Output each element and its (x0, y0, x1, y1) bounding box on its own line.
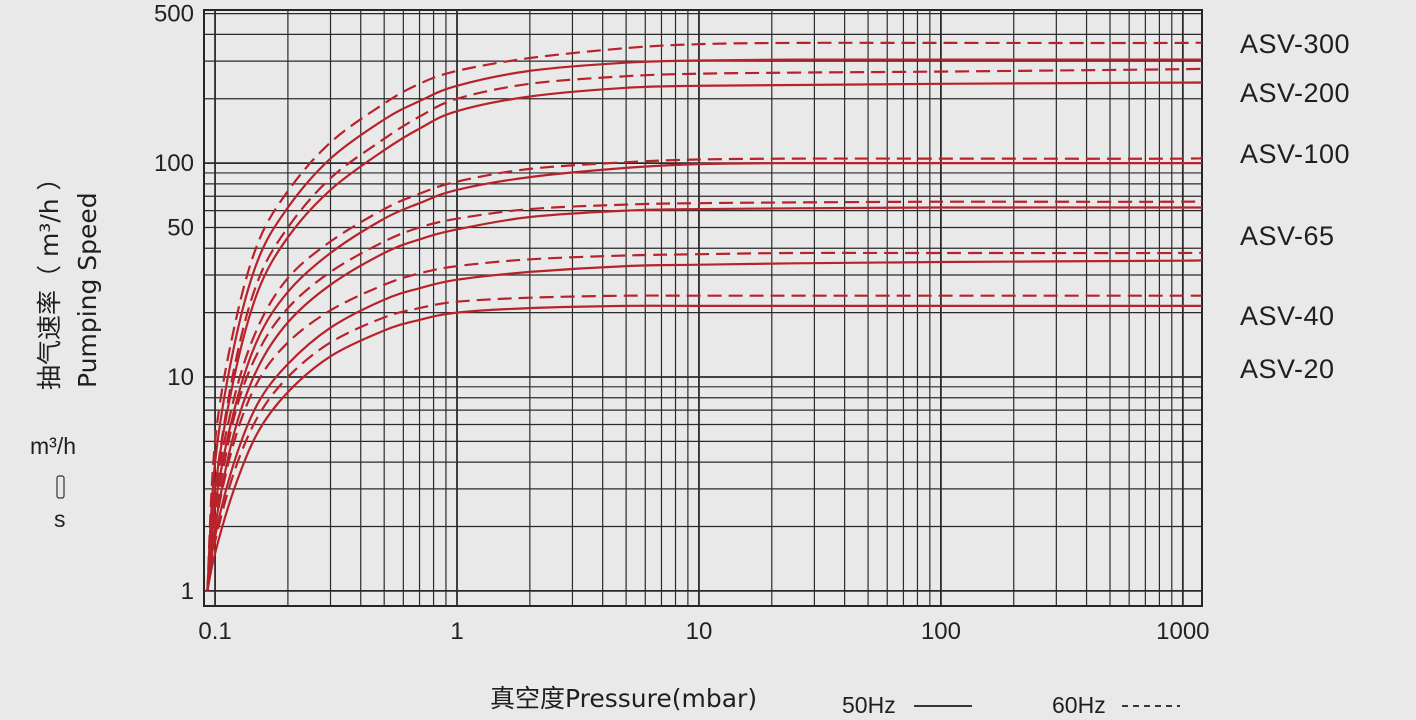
grid (203, 9, 1203, 607)
model-labels: ASV-300 ASV-200 ASV-100 ASV-65 ASV-40 ASV-20 (1240, 29, 1350, 384)
y-axis-title-en: Pumping Speed (73, 192, 102, 388)
series-line-asv-200-60hz (206, 67, 1202, 591)
y-tick-label: 1 (181, 578, 194, 605)
series-line-asv-100-60hz (206, 155, 1202, 591)
model-label-asv-200: ASV-200 (1240, 78, 1350, 108)
series-line-asv-20-50hz (206, 304, 1202, 592)
legend-60hz-label: 60Hz (1052, 692, 1106, 718)
series-line-asv-100-50hz (206, 161, 1202, 592)
legend: 50Hz 60Hz (842, 692, 1180, 718)
model-label-asv-65: ASV-65 (1240, 221, 1335, 251)
y-tick-label: 10 (167, 364, 194, 391)
x-axis-title: 真空度Pressure(mbar) (490, 684, 757, 713)
unit-label-bottom: s (54, 506, 66, 532)
series-line-asv-20-60hz (206, 294, 1202, 592)
model-label-asv-40: ASV-40 (1240, 301, 1335, 331)
x-tick-label: 1 (450, 618, 463, 645)
series-line-asv-200-50hz (206, 81, 1202, 591)
model-label-asv-100: ASV-100 (1240, 139, 1350, 169)
series-line-asv-40-60hz (206, 250, 1202, 592)
model-label-asv-300: ASV-300 (1240, 29, 1350, 59)
x-tick-label: 100 (921, 618, 961, 645)
series-line-asv-300-60hz (206, 40, 1202, 591)
y-axis-title-cn: 抽气速率（ m³/h ） (35, 165, 64, 390)
model-label-asv-20: ASV-20 (1240, 354, 1335, 384)
legend-50hz-label: 50Hz (842, 692, 896, 718)
x-tick-label: 0.1 (198, 618, 231, 645)
series-group (206, 40, 1202, 592)
series-line-asv-65-60hz (206, 199, 1202, 592)
x-tick-label: 10 (686, 618, 713, 645)
y-tick-label: 50 (167, 215, 194, 242)
series-line-asv-65-50hz (206, 206, 1202, 592)
unit-label-top: m³/h (30, 433, 76, 459)
series-line-asv-40-50hz (206, 258, 1202, 592)
unit-separator (56, 475, 65, 499)
y-tick-label: 100 (154, 150, 194, 177)
y-tick-label: 500 (154, 1, 194, 28)
x-tick-label: 1000 (1156, 618, 1209, 645)
plot-border (203, 9, 1203, 607)
series-line-asv-300-50hz (206, 58, 1202, 591)
